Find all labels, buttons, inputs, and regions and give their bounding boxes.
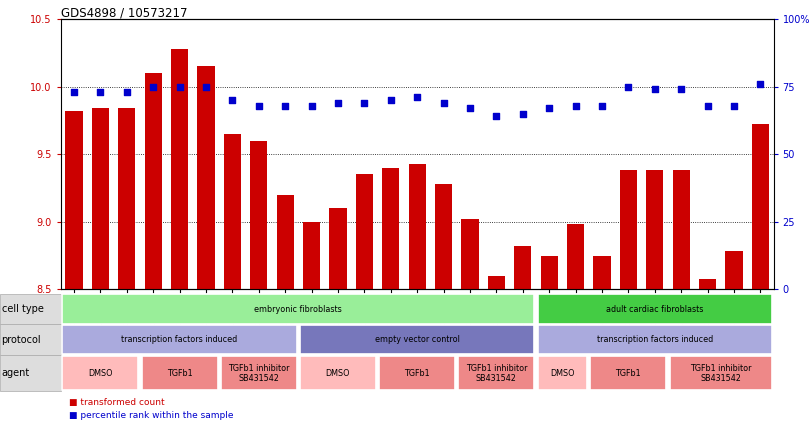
Point xyxy=(675,86,688,93)
Bar xyxy=(726,252,743,289)
Bar xyxy=(198,66,215,289)
Text: cell type: cell type xyxy=(2,304,44,314)
Text: agent: agent xyxy=(2,368,30,378)
Point xyxy=(173,83,186,90)
Text: TGFb1: TGFb1 xyxy=(167,369,192,378)
Bar xyxy=(118,108,135,289)
Bar xyxy=(92,108,109,289)
Bar xyxy=(594,255,611,289)
Bar xyxy=(488,276,505,289)
Point xyxy=(543,105,556,112)
Point xyxy=(595,102,608,109)
Bar xyxy=(620,170,637,289)
Bar xyxy=(356,174,373,289)
Point xyxy=(305,102,318,109)
Point xyxy=(358,99,371,106)
Point xyxy=(411,94,424,101)
Bar xyxy=(567,225,584,289)
Text: DMSO: DMSO xyxy=(326,369,350,378)
Text: transcription factors induced: transcription factors induced xyxy=(597,335,713,344)
Point xyxy=(516,110,529,117)
Bar xyxy=(540,255,558,289)
Bar xyxy=(330,208,347,289)
Point xyxy=(67,89,80,96)
Point xyxy=(490,113,503,120)
Point xyxy=(226,97,239,104)
Point xyxy=(569,102,582,109)
Text: empty vector control: empty vector control xyxy=(375,335,459,344)
Point xyxy=(279,102,292,109)
Point xyxy=(437,99,450,106)
Bar xyxy=(171,49,188,289)
Text: ■ percentile rank within the sample: ■ percentile rank within the sample xyxy=(69,411,233,420)
Point xyxy=(331,99,344,106)
Point xyxy=(727,102,740,109)
Point xyxy=(94,89,107,96)
Bar xyxy=(303,222,320,289)
Bar xyxy=(514,246,531,289)
Point xyxy=(199,83,212,90)
Text: GDS4898 / 10573217: GDS4898 / 10573217 xyxy=(61,6,187,19)
Text: TGFb1 inhibitor
SB431542: TGFb1 inhibitor SB431542 xyxy=(466,364,527,383)
Text: TGFb1: TGFb1 xyxy=(404,369,430,378)
Text: ■ transformed count: ■ transformed count xyxy=(69,398,164,407)
Point xyxy=(463,105,476,112)
Bar xyxy=(435,184,452,289)
Text: DMSO: DMSO xyxy=(88,369,113,378)
Bar xyxy=(408,164,426,289)
Bar xyxy=(672,170,690,289)
Bar xyxy=(699,278,716,289)
Bar xyxy=(224,134,241,289)
Point xyxy=(120,89,133,96)
Text: TGFb1 inhibitor
SB431542: TGFb1 inhibitor SB431542 xyxy=(690,364,752,383)
Bar xyxy=(462,219,479,289)
Text: transcription factors induced: transcription factors induced xyxy=(122,335,237,344)
Point xyxy=(754,80,767,87)
Text: embryonic fibroblasts: embryonic fibroblasts xyxy=(254,305,343,313)
Point xyxy=(252,102,265,109)
Bar xyxy=(752,124,769,289)
Point xyxy=(147,83,160,90)
Bar xyxy=(144,73,162,289)
Bar xyxy=(382,168,399,289)
Point xyxy=(622,83,635,90)
Bar xyxy=(66,111,83,289)
Text: TGFb1: TGFb1 xyxy=(616,369,642,378)
Bar xyxy=(646,170,663,289)
Text: DMSO: DMSO xyxy=(550,369,574,378)
Bar xyxy=(250,141,267,289)
Bar xyxy=(276,195,294,289)
Text: TGFb1 inhibitor
SB431542: TGFb1 inhibitor SB431542 xyxy=(228,364,289,383)
Point xyxy=(701,102,714,109)
Point xyxy=(648,86,661,93)
Text: protocol: protocol xyxy=(2,335,41,345)
Point xyxy=(384,97,397,104)
Text: adult cardiac fibroblasts: adult cardiac fibroblasts xyxy=(606,305,703,313)
